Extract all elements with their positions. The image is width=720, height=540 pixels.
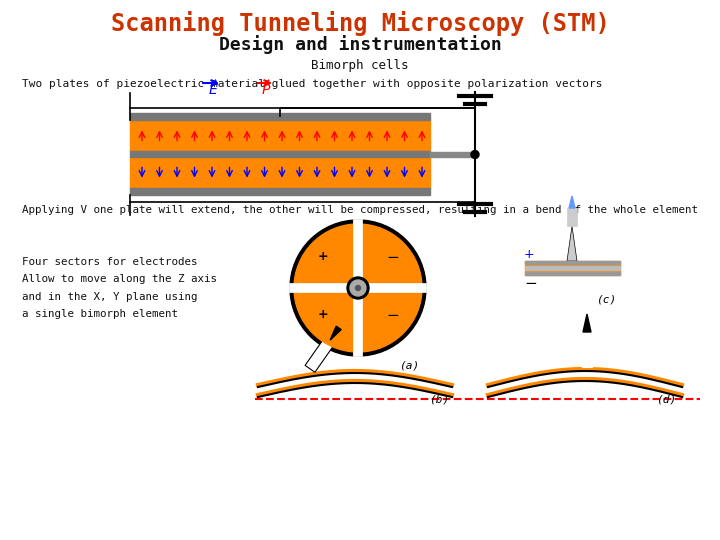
Text: Two plates of piezoelectric material glued together with opposite polarization v: Two plates of piezoelectric material glu… bbox=[22, 79, 603, 89]
Bar bbox=[130, 113, 430, 120]
Text: $-$: $-$ bbox=[387, 306, 400, 321]
Bar bbox=[130, 157, 430, 188]
Text: (a): (a) bbox=[400, 360, 420, 370]
Bar bbox=[525, 272, 620, 275]
Bar bbox=[525, 261, 620, 275]
Bar bbox=[130, 120, 430, 151]
Ellipse shape bbox=[350, 280, 366, 296]
Polygon shape bbox=[305, 337, 335, 372]
Text: Four sectors for electrodes
Allow to move along the Z axis
and in the X, Y plane: Four sectors for electrodes Allow to mov… bbox=[22, 257, 217, 319]
Polygon shape bbox=[569, 196, 575, 208]
Polygon shape bbox=[330, 326, 341, 340]
Text: (b): (b) bbox=[430, 395, 450, 405]
Text: +: + bbox=[318, 250, 328, 263]
Bar bbox=[130, 151, 430, 157]
Ellipse shape bbox=[347, 277, 369, 299]
Ellipse shape bbox=[471, 151, 479, 159]
Text: Scanning Tunneling Microscopy (STM): Scanning Tunneling Microscopy (STM) bbox=[111, 10, 609, 36]
Bar bbox=[130, 188, 430, 195]
Text: (c): (c) bbox=[597, 295, 617, 305]
Text: Bimorph cells: Bimorph cells bbox=[311, 59, 409, 72]
Text: +: + bbox=[318, 308, 328, 321]
Ellipse shape bbox=[290, 220, 426, 356]
Ellipse shape bbox=[356, 286, 361, 291]
Ellipse shape bbox=[294, 224, 422, 352]
Text: $\vec{P}$: $\vec{P}$ bbox=[261, 79, 271, 98]
Bar bbox=[525, 261, 620, 264]
Text: Design and instrumentation: Design and instrumentation bbox=[219, 36, 501, 55]
Polygon shape bbox=[583, 314, 591, 332]
Text: (d): (d) bbox=[657, 395, 678, 405]
Text: Applying V one plate will extend, the other will be compressed, resulting in a b: Applying V one plate will extend, the ot… bbox=[22, 205, 698, 215]
Polygon shape bbox=[567, 226, 577, 261]
Text: $-$: $-$ bbox=[524, 274, 537, 289]
Bar bbox=[582, 332, 592, 367]
Bar bbox=[430, 152, 475, 157]
Bar bbox=[525, 266, 620, 270]
Text: +: + bbox=[524, 248, 535, 261]
Text: $-$: $-$ bbox=[387, 248, 400, 263]
Bar bbox=[567, 208, 577, 226]
Text: $\vec{E}$: $\vec{E}$ bbox=[208, 79, 219, 98]
